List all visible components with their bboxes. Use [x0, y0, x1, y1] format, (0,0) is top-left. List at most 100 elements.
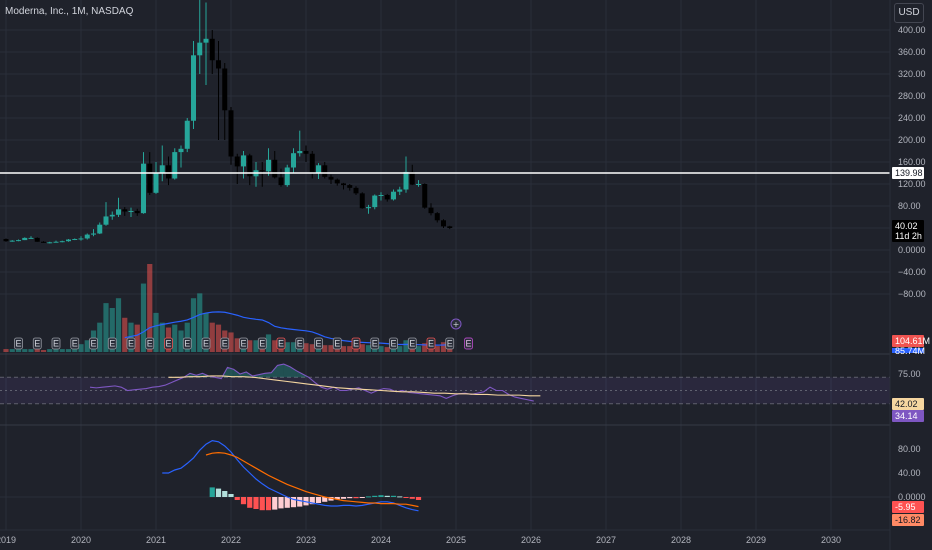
candle-body [434, 213, 440, 221]
volume-tag-bg [892, 335, 924, 347]
signal-tag-bg [892, 514, 924, 526]
macd-histogram-bar [234, 497, 240, 500]
volume-bar [234, 338, 240, 352]
rsi-ma-line [168, 375, 541, 397]
time-axis-tick: 2021 [146, 535, 166, 545]
time-axis-tick: 2022 [221, 535, 241, 545]
price-axis-tick: 0.0000 [898, 245, 926, 255]
rsi-axis-tick: 75.00 [898, 369, 921, 379]
time-axis-tick: 2026 [521, 535, 541, 545]
volume-bar [9, 349, 15, 352]
volume-bar [309, 344, 315, 352]
price-axis-tick: −40.00 [898, 267, 926, 277]
rsi-overbought-fill [283, 364, 290, 378]
candle-body [378, 195, 384, 196]
candle-body [166, 165, 171, 179]
earnings-marker-label: E [15, 339, 21, 349]
earnings-marker-label: E [278, 339, 284, 349]
volume-bar [359, 344, 365, 352]
rsi-tag: 34.14 [895, 411, 918, 421]
earnings-marker [14, 337, 23, 350]
price-axis-background [890, 0, 932, 550]
candle-body [209, 38, 215, 61]
macd-histogram-bar [247, 497, 253, 508]
macd-histogram-bar [347, 497, 353, 499]
earnings-marker [445, 337, 455, 350]
candle-body [422, 184, 428, 208]
earnings-marker-label: E [184, 339, 190, 349]
volume-bar [47, 349, 53, 352]
macd-histogram-bar [334, 497, 340, 500]
macd-histogram-bar [253, 497, 259, 509]
candle-body [59, 241, 65, 243]
macd-histogram-bar [228, 494, 234, 497]
macd-signal-line [205, 451, 419, 508]
volume-bar [172, 324, 178, 352]
candle-body [72, 239, 78, 240]
earnings-marker-label: E [315, 339, 321, 349]
price-axis-tick: 240.00 [898, 113, 926, 123]
price-axis-tick: 80.00 [898, 201, 921, 211]
earnings-marker-label: E [447, 339, 453, 349]
candle-body [22, 237, 28, 241]
currency-button[interactable]: USD [894, 3, 924, 23]
candle-body [191, 55, 196, 121]
candle-body [409, 171, 415, 185]
last-price-tag-bg [892, 220, 924, 242]
volume-bar [397, 346, 403, 352]
volume-bar [103, 303, 109, 352]
candle-body [153, 173, 159, 193]
volume-bar [109, 308, 115, 352]
candle-body [284, 167, 290, 186]
candle-body [247, 155, 253, 177]
price-axis-tick: 400.00 [898, 25, 926, 35]
earnings-marker-label: E [372, 339, 378, 349]
volume-bar [365, 345, 372, 352]
macd-histogram-bar [372, 495, 378, 497]
earnings-marker [314, 337, 323, 350]
macd-histogram-bar [359, 497, 365, 498]
candle-body [41, 241, 46, 243]
macd-histogram-bar [315, 497, 322, 503]
volume-bar [422, 343, 428, 352]
candle-body [341, 183, 346, 186]
volume-bar [247, 340, 253, 352]
macd-histogram-bar [284, 497, 290, 508]
candle-body [241, 155, 246, 167]
volume-bar [184, 322, 190, 352]
rsi-overbought-fill [296, 370, 303, 378]
macd-histogram-bar [340, 497, 347, 499]
volume-bar [28, 349, 34, 352]
rsi-tag-bg [892, 410, 924, 422]
candle-body [328, 176, 334, 180]
volume-bar [303, 343, 309, 352]
price-axis-tick: 280.00 [898, 91, 926, 101]
rsi-ma-tag: 42.02 [895, 399, 918, 409]
candle-body [447, 226, 453, 228]
volume-bar [215, 324, 222, 352]
rsi-overbought-fill [265, 372, 272, 378]
candle-body [316, 165, 321, 174]
rsi-overbought-fill [227, 367, 234, 378]
volume-bar [78, 344, 84, 352]
macd-axis-tick: 40.00 [898, 468, 921, 478]
candle-body [291, 153, 296, 168]
candle-body [203, 38, 209, 43]
candle-body [334, 179, 340, 184]
price-axis-tick: 160.00 [898, 157, 926, 167]
candle-body [122, 209, 128, 212]
macd-axis-tick: 0.0000 [898, 492, 926, 502]
time-axis-tick: 2025 [446, 535, 466, 545]
volume-bar [159, 322, 165, 352]
earnings-marker-label: E [203, 339, 209, 349]
volume-bar [403, 340, 409, 352]
price-axis-tick: 200.00 [898, 135, 926, 145]
volume-bar [22, 349, 28, 352]
time-axis-tick: 2023 [296, 535, 316, 545]
earnings-marker [370, 337, 380, 350]
candle-body [372, 195, 378, 208]
horizontal-line-tag-bg [892, 167, 924, 180]
